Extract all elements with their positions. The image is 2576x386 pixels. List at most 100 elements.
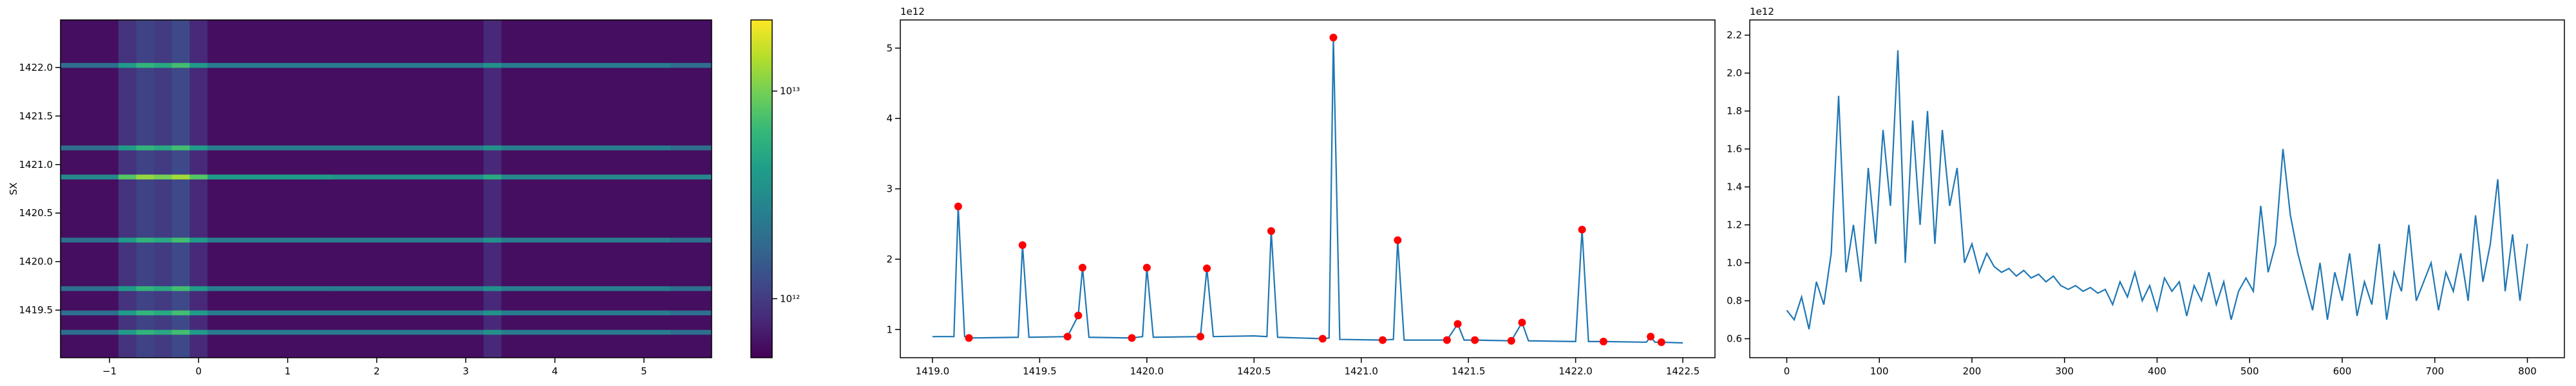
heatmap-cell <box>332 290 484 311</box>
heatmap-cell <box>207 290 333 311</box>
heatmap-cell <box>136 62 155 68</box>
x-tick-label: 3 <box>463 365 469 377</box>
heatmap-cell <box>332 286 484 291</box>
heatmap-cell <box>483 329 502 335</box>
x-tick-label: 600 <box>2333 365 2352 377</box>
peak-marker <box>1647 333 1655 341</box>
y-tick-label: 1420.0 <box>19 256 53 268</box>
heatmap-cell <box>501 286 671 291</box>
heatmap-cell <box>136 67 155 146</box>
heatmap-cell <box>207 315 333 330</box>
x-tick-label: 1422.0 <box>1558 365 1593 377</box>
heatmap-cell <box>483 334 502 358</box>
heatmap-cell <box>189 179 208 238</box>
heatmap-cell <box>171 179 191 238</box>
heatmap-cell <box>189 145 208 151</box>
x-tick-label: 1419.5 <box>1023 365 1057 377</box>
peak-marker <box>1267 227 1275 235</box>
heatmap-cell <box>154 334 173 358</box>
peak-marker <box>1379 336 1387 344</box>
peak-marker <box>1063 333 1072 341</box>
heatmap-cell <box>332 315 484 330</box>
heatmap-cell <box>136 286 155 291</box>
heatmap-cell <box>207 20 333 63</box>
heatmap-cell <box>189 329 208 335</box>
heatmap-cell <box>207 150 333 175</box>
peak-marker <box>1074 311 1083 320</box>
heatmap-cell <box>61 310 119 316</box>
heatmap-cell <box>118 290 137 311</box>
heatmap-cell <box>483 310 502 316</box>
heatmap-cell <box>171 237 191 243</box>
heatmap-cell <box>171 329 191 335</box>
heatmap-cell <box>154 145 173 151</box>
peak-marker <box>1657 338 1665 346</box>
peak-marker <box>1329 33 1338 42</box>
heatmap-cell <box>136 150 155 175</box>
y-tick-label: 1.8 <box>1727 106 1742 117</box>
heatmap-cell <box>171 334 191 358</box>
peak-marker <box>1471 336 1479 344</box>
heatmap-cell <box>332 67 484 146</box>
heatmap-cell <box>670 179 712 238</box>
x-tick-label: 0 <box>196 365 202 377</box>
heatmap-cell <box>207 62 333 68</box>
peak-marker <box>1443 336 1451 344</box>
heatmap-cell <box>171 145 191 151</box>
heatmap-cell <box>154 174 173 179</box>
heatmap-cell <box>483 145 502 151</box>
x-tick-label: 1420.0 <box>1130 365 1164 377</box>
x-tick-label: 2 <box>374 365 380 377</box>
heatmap-cell <box>670 145 712 151</box>
offset-label: 1e12 <box>900 6 925 17</box>
heatmap-cell <box>61 290 119 311</box>
heatmap-cell <box>207 67 333 146</box>
heatmap-cell <box>189 315 208 330</box>
heatmap-cell <box>61 20 119 63</box>
heatmap-cell <box>189 334 208 358</box>
heatmap-cell <box>136 310 155 316</box>
x-tick-label: 400 <box>2148 365 2166 377</box>
heatmap-cell <box>483 286 502 291</box>
heatmap-cell <box>501 315 671 330</box>
x-tick-label: 5 <box>641 365 647 377</box>
x-tick-label: 200 <box>1963 365 1982 377</box>
y-tick-label: 1.2 <box>1727 219 1742 231</box>
heatmap-cell <box>136 329 155 335</box>
heatmap-cell <box>483 179 502 238</box>
y-tick-label: 1 <box>886 324 893 335</box>
y-tick-label: 2.0 <box>1727 68 1742 79</box>
heatmap-cell <box>332 20 484 63</box>
heatmap-cell <box>670 334 712 358</box>
heatmap-cell <box>501 290 671 311</box>
heatmap-cell <box>61 179 119 238</box>
heatmap-cell <box>118 145 137 151</box>
heatmap-cell <box>207 334 333 358</box>
heatmap-cell <box>154 67 173 146</box>
heatmap-cell <box>670 286 712 291</box>
y-tick-label: 1.6 <box>1727 143 1742 155</box>
heatmap-cell <box>189 174 208 179</box>
heatmap-cell <box>332 150 484 175</box>
heatmap-cell <box>189 310 208 316</box>
peak-marker <box>965 334 973 342</box>
heatmap-cell <box>61 145 119 151</box>
colorbar <box>750 19 773 358</box>
heatmap-cell <box>332 310 484 316</box>
y-tick-label: 0.8 <box>1727 295 1742 307</box>
x-tick-label: 4 <box>552 365 558 377</box>
x-tick-label: −1 <box>102 365 117 377</box>
heatmap-cell <box>136 334 155 358</box>
heatmap-cell <box>501 242 671 286</box>
x-tick-label: 100 <box>1870 365 1889 377</box>
heatmap-cell <box>670 62 712 68</box>
heatmap-cell <box>118 174 137 179</box>
heatmap-cell <box>189 286 208 291</box>
x-tick-label: 300 <box>2055 365 2074 377</box>
heatmap-cell <box>189 62 208 68</box>
heatmap-cell <box>118 329 137 335</box>
heatmap-cell <box>118 179 137 238</box>
x-tick-label: 800 <box>2518 365 2537 377</box>
heatmap-cell <box>136 179 155 238</box>
heatmap-cell <box>501 67 671 146</box>
